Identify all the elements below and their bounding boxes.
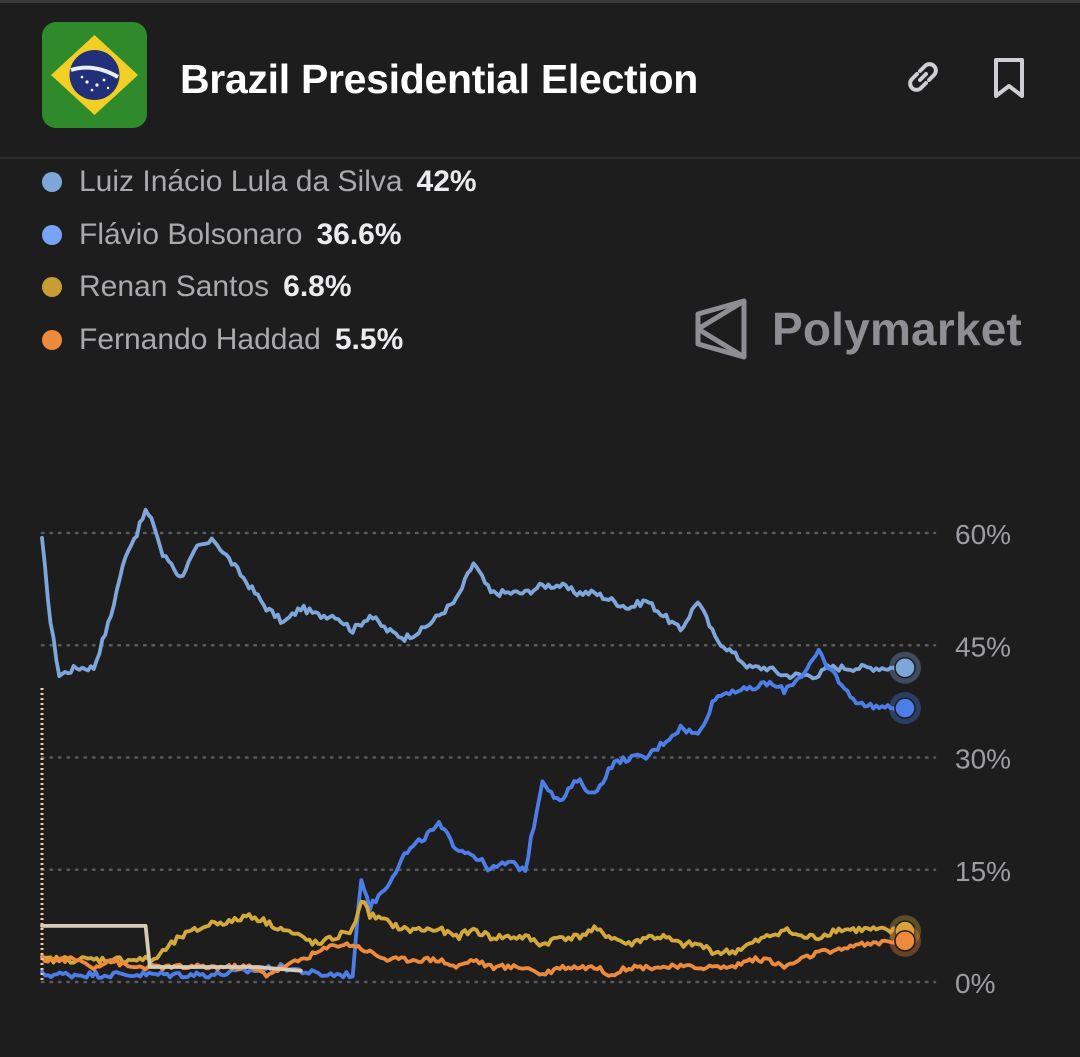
legend-item-haddad[interactable]: Fernando Haddad 5.5% xyxy=(42,318,403,362)
legend-dot xyxy=(42,225,62,245)
polymarket-logo-icon xyxy=(695,298,747,360)
endpoint-dot xyxy=(894,697,916,719)
legend-dot xyxy=(42,172,62,192)
legend-dot xyxy=(42,277,62,297)
market-title: Brazil Presidential Election xyxy=(180,56,698,102)
endpoint-dot xyxy=(894,656,916,679)
endpoint-dot xyxy=(894,930,916,952)
series-line xyxy=(40,507,907,681)
top-border xyxy=(0,0,1080,3)
brazil-flag-icon xyxy=(42,22,147,128)
y-tick-label: 30% xyxy=(955,744,1011,775)
header-divider xyxy=(0,157,1080,159)
y-tick-label: 60% xyxy=(955,519,1011,550)
legend-name: Flávio Bolsonaro xyxy=(79,218,303,251)
polymarket-watermark: Polymarket xyxy=(694,298,1022,360)
link-icon xyxy=(908,62,938,92)
legend-name: Luiz Inácio Lula da Silva xyxy=(79,165,403,198)
legend-value: 6.8% xyxy=(283,270,352,303)
brand-name: Polymarket xyxy=(772,303,1023,355)
market-header: Brazil Presidential Election xyxy=(0,0,1080,158)
y-tick-label: 15% xyxy=(955,856,1011,887)
legend-name: Renan Santos xyxy=(79,270,270,303)
legend-dot xyxy=(42,330,62,350)
series-line xyxy=(40,938,907,979)
link-button[interactable] xyxy=(898,52,948,102)
y-tick-label: 0% xyxy=(955,968,995,999)
legend-item-renan[interactable]: Renan Santos 6.8% xyxy=(42,265,352,309)
bookmark-button[interactable] xyxy=(984,52,1034,102)
y-tick-label: 45% xyxy=(955,631,1011,662)
legend-value: 36.6% xyxy=(316,218,402,251)
legend-item-lula[interactable]: Luiz Inácio Lula da Silva 42% xyxy=(42,160,477,204)
price-chart[interactable]: 60% 45% 30% 15% 0% xyxy=(0,480,1080,1020)
legend-item-flavio[interactable]: Flávio Bolsonaro 36.6% xyxy=(42,213,402,257)
legend-value: 5.5% xyxy=(334,323,404,356)
legend-name: Fernando Haddad xyxy=(79,323,321,356)
series-line xyxy=(40,647,907,980)
legend-value: 42% xyxy=(416,165,477,198)
series-line xyxy=(40,924,303,973)
series-line xyxy=(40,899,907,965)
bookmark-icon xyxy=(994,58,1024,98)
